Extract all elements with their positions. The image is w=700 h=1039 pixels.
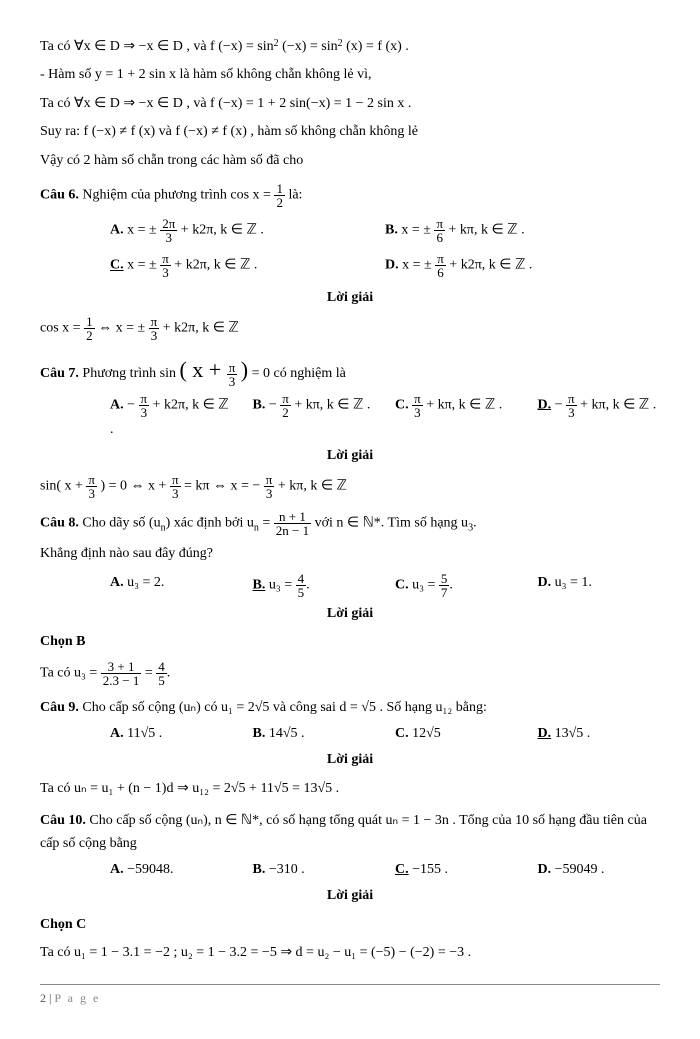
option-d: D. −59049 . <box>538 859 661 881</box>
option-d: D. − π3 + kπ, k ∈ ℤ . <box>538 392 661 441</box>
option-c: C. 12√5 <box>395 723 518 745</box>
option-a: A. 11√5 . <box>110 723 233 745</box>
option-c: C. u₃ = 57. <box>395 572 518 599</box>
intro-line-2: - Hàm số y = 1 + 2 sin x là hàm số không… <box>40 64 660 86</box>
superscript: 2 <box>274 38 279 49</box>
question-8-line2: Khẳng định nào sau đây đúng? <box>40 543 660 565</box>
option-b: B. u₃ = 45. <box>253 572 376 599</box>
text: Ta có ∀x ∈ D ⇒ −x ∈ D , và f (−x) = sin <box>40 39 274 54</box>
page-footer: 2 | P a g e <box>40 984 660 1008</box>
chon-q8: Chọn B <box>40 631 660 653</box>
option-c: C. x = ± π3 + k2π, k ∈ ℤ . <box>110 252 385 279</box>
option-d: D. x = ± π6 + k2π, k ∈ ℤ . <box>385 252 660 279</box>
options-q8: A. u₃ = 2. B. u₃ = 45. C. u₃ = 57. D. u₃… <box>110 572 660 599</box>
intro-line-5: Vậy có 2 hàm số chẵn trong các hàm số đã… <box>40 150 660 172</box>
option-b: B. − π2 + kπ, k ∈ ℤ . <box>253 392 376 441</box>
intro-line-4: Suy ra: f (−x) ≠ f (x) và f (−x) ≠ f (x)… <box>40 121 660 143</box>
superscript: 2 <box>338 38 343 49</box>
option-b: B. x = ± π6 + kπ, k ∈ ℤ . <box>385 217 660 244</box>
solution-q10: Ta có u₁ = 1 − 3.1 = −2 ; u₂ = 1 − 3.2 =… <box>40 942 660 964</box>
option-b: B. −310 . <box>253 859 376 881</box>
page-label: P a g e <box>54 991 100 1005</box>
solution-q7: sin( x + π3 ) = 0 ⇔ x + π3 = kπ ⇔ x = − … <box>40 473 660 500</box>
question-8: Câu 8. Cho dãy số (un) xác định bởi un =… <box>40 510 660 537</box>
chon-q10: Chọn C <box>40 914 660 936</box>
loi-giai-q8: Lời giải <box>40 603 660 625</box>
question-10: Câu 10. Cho cấp số cộng (uₙ), n ∈ ℕ*, có… <box>40 810 660 855</box>
option-a: A. u₃ = 2. <box>110 572 233 599</box>
option-a: A. −59048. <box>110 859 233 881</box>
solution-q6: cos x = 12 ⇔ x = ± π3 + k2π, k ∈ ℤ <box>40 315 660 342</box>
option-c: C. π3 + kπ, k ∈ ℤ . <box>395 392 518 441</box>
loi-giai-q9: Lời giải <box>40 749 660 771</box>
intro-line-3: Ta có ∀x ∈ D ⇒ −x ∈ D , và f (−x) = 1 + … <box>40 93 660 115</box>
loi-giai-q6: Lời giải <box>40 287 660 309</box>
option-c: C. −155 . <box>395 859 518 881</box>
option-a: A. − π3 + k2π, k ∈ ℤ . <box>110 392 233 441</box>
options-q6: A. x = ± 2π3 + k2π, k ∈ ℤ . B. x = ± π6 … <box>110 213 660 283</box>
options-q9: A. 11√5 . B. 14√5 . C. 12√5 D. 13√5 . <box>110 723 660 745</box>
question-label: Câu 9. <box>40 700 79 715</box>
question-stem: Cho cấp số cộng (uₙ) có u₁ = 2√5 và công… <box>82 700 486 715</box>
option-b: B. 14√5 . <box>253 723 376 745</box>
loi-giai-q10: Lời giải <box>40 885 660 907</box>
option-d: D. u₃ = 1. <box>538 572 661 599</box>
loi-giai-q7: Lời giải <box>40 445 660 467</box>
solution-q9: Ta có uₙ = u₁ + (n − 1)d ⇒ u₁₂ = 2√5 + 1… <box>40 778 660 800</box>
question-stem: Cho cấp số cộng (uₙ), n ∈ ℕ*, có số hạng… <box>40 813 647 850</box>
options-q7: A. − π3 + k2π, k ∈ ℤ . B. − π2 + kπ, k ∈… <box>110 392 660 441</box>
text: (−x) = sin <box>279 39 338 54</box>
question-stem-pre: Nghiệm của phương trình cos x = <box>82 188 274 203</box>
question-9: Câu 9. Cho cấp số cộng (uₙ) có u₁ = 2√5 … <box>40 697 660 719</box>
question-label: Câu 7. <box>40 366 79 381</box>
solution-q8: Ta có u₃ = 3 + 12.3 − 1 = 45. <box>40 660 660 687</box>
option-a: A. x = ± 2π3 + k2π, k ∈ ℤ . <box>110 217 385 244</box>
options-q10: A. −59048. B. −310 . C. −155 . D. −59049… <box>110 859 660 881</box>
question-stem-post: là: <box>288 188 302 203</box>
question-6: Câu 6. Nghiệm của phương trình cos x = 1… <box>40 182 660 209</box>
question-label: Câu 8. <box>40 516 79 531</box>
question-label: Câu 6. <box>40 188 79 203</box>
option-d: D. 13√5 . <box>538 723 661 745</box>
fraction: 12 <box>274 182 285 209</box>
intro-line-1: Ta có ∀x ∈ D ⇒ −x ∈ D , và f (−x) = sin2… <box>40 36 660 58</box>
question-label: Câu 10. <box>40 813 86 828</box>
question-7: Câu 7. Phương trình sin ( x + π3 ) = 0 c… <box>40 352 660 387</box>
text: (x) = f (x) . <box>343 39 409 54</box>
